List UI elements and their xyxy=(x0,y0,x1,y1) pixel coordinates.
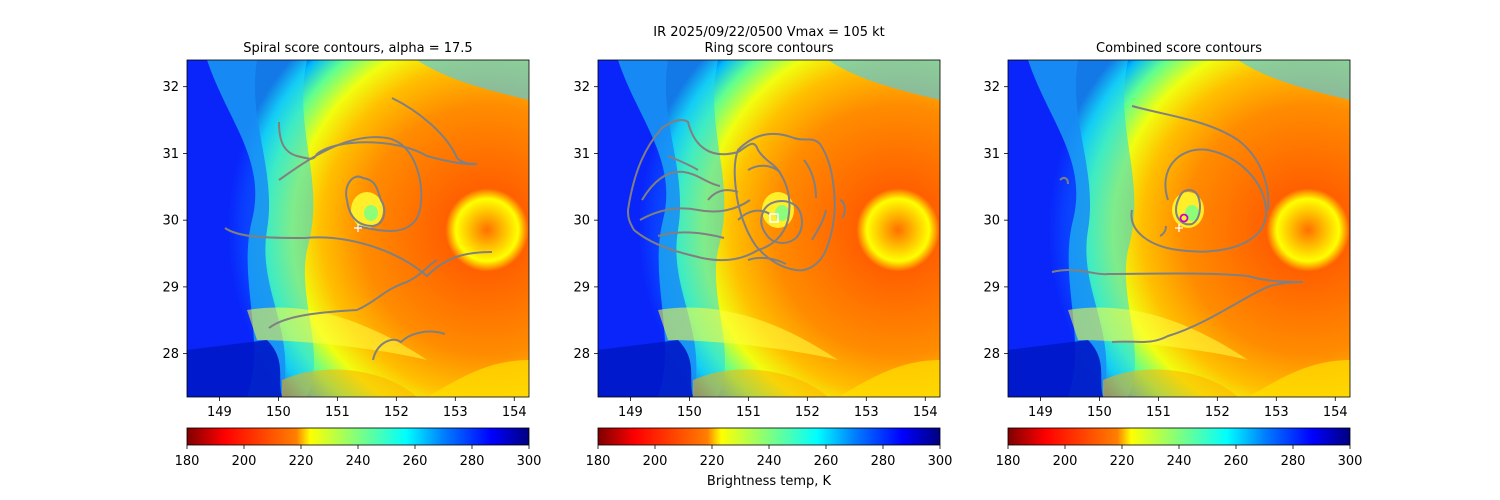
x-tick-label: 152 xyxy=(384,405,409,420)
colorbar-tick-label: 300 xyxy=(1338,454,1363,469)
panel-ring: Ring score contours Brightness temp, K 1… xyxy=(573,41,952,489)
x-tick-label: 154 xyxy=(913,405,938,420)
colorbar-tick-label: 200 xyxy=(1053,454,1078,469)
x-tick-label: 150 xyxy=(1087,405,1112,420)
spiral-contour-south xyxy=(1111,281,1304,343)
axes-frame xyxy=(1007,59,1351,398)
ring-contours xyxy=(626,119,846,272)
y-tick-label: 31 xyxy=(573,147,590,162)
y-tick-label: 30 xyxy=(162,214,179,229)
x-tick-label: 153 xyxy=(854,405,879,420)
colorbar xyxy=(597,427,941,446)
colorbar-tick-label: 200 xyxy=(643,454,668,469)
x-tick-label: 151 xyxy=(736,405,761,420)
colorbar-tick-label: 180 xyxy=(996,454,1021,469)
x-tick-label: 150 xyxy=(677,405,702,420)
colorbar xyxy=(1007,427,1351,446)
ring-contour-inner-eye xyxy=(760,200,803,244)
spiral-band-south xyxy=(268,259,438,329)
y-tick-label: 30 xyxy=(983,214,1000,229)
x-tick-label: 154 xyxy=(502,405,527,420)
x-tick-label: 149 xyxy=(618,405,643,420)
colorbar-tick-label: 200 xyxy=(232,454,257,469)
colorbar xyxy=(186,427,530,446)
spiral-band-northeast xyxy=(391,97,478,165)
y-tick-label: 29 xyxy=(162,280,179,295)
y-tick-label: 29 xyxy=(983,280,1000,295)
spiral-contour-west xyxy=(1051,269,1304,283)
best-track-marker xyxy=(1175,224,1183,232)
colorbar-tick-label: 280 xyxy=(1281,454,1306,469)
spiral-band-southeast xyxy=(372,330,446,361)
axes-frame xyxy=(186,59,530,398)
panel-title: Ring score contours xyxy=(704,41,833,56)
y-tick-label: 28 xyxy=(162,347,179,362)
colorbar-tick-label: 220 xyxy=(1110,454,1135,469)
x-tick-label: 153 xyxy=(1264,405,1289,420)
figure-suptitle: IR 2025/09/22/0500 Vmax = 105 kt xyxy=(653,25,884,40)
y-tick-label: 30 xyxy=(573,214,590,229)
ring-contour-east-cluster xyxy=(733,132,836,272)
colorbar-tick-label: 260 xyxy=(1224,454,1249,469)
x-tick-label: 150 xyxy=(266,405,291,420)
colorbar-tick-label: 220 xyxy=(700,454,725,469)
ring-contour-detail xyxy=(747,159,846,265)
spiral-band-north xyxy=(278,121,478,166)
ring-contour-fill-1 xyxy=(639,155,771,239)
combined-contours xyxy=(1051,105,1304,343)
colorbar-tick-label: 280 xyxy=(460,454,485,469)
x-tick-label: 154 xyxy=(1323,405,1348,420)
eye-ring-contour xyxy=(345,175,386,228)
x-tick-label: 152 xyxy=(795,405,820,420)
spiral-band-west xyxy=(224,227,493,278)
colorbar-tick-label: 260 xyxy=(814,454,839,469)
plot-area xyxy=(1007,59,1351,398)
panel-title: Spiral score contours, alpha = 17.5 xyxy=(243,41,472,56)
spiral-contour-small xyxy=(1059,176,1167,237)
plot-area xyxy=(186,59,530,398)
best-track-marker xyxy=(354,224,362,232)
colorbar-tick-label: 300 xyxy=(928,454,953,469)
spiral-contours xyxy=(224,97,493,361)
y-tick-label: 31 xyxy=(162,147,179,162)
colorbar-tick-label: 220 xyxy=(289,454,314,469)
colorbar-tick-label: 240 xyxy=(757,454,782,469)
panel-combined: Combined score contours 149 150 151 152 153 1… xyxy=(983,41,1362,469)
x-tick-label: 151 xyxy=(1146,405,1171,420)
brightness-temp-image xyxy=(598,60,940,397)
axes-frame xyxy=(597,59,941,398)
plot-area xyxy=(597,59,941,398)
x-tick-label: 149 xyxy=(207,405,232,420)
spiral-contour-north xyxy=(1131,105,1270,211)
colorbar-tick-label: 240 xyxy=(346,454,371,469)
y-tick-label: 32 xyxy=(983,80,1000,95)
colorbar-tick-label: 180 xyxy=(586,454,611,469)
colorbar-tick-label: 240 xyxy=(1167,454,1192,469)
x-tick-label: 149 xyxy=(1028,405,1053,420)
spiral-contour-inner xyxy=(1130,148,1268,253)
ring-center-marker xyxy=(769,213,779,223)
y-tick-label: 28 xyxy=(573,347,590,362)
colorbar-label: Brightness temp, K xyxy=(707,474,832,489)
colorbar-tick-label: 280 xyxy=(871,454,896,469)
x-tick-label: 152 xyxy=(1205,405,1230,420)
spiral-band-inner xyxy=(278,136,423,232)
colorbar-tick-label: 260 xyxy=(403,454,428,469)
panel-spiral: Spiral score contours, alpha = 17.5 149 1… xyxy=(162,41,541,469)
y-tick-label: 32 xyxy=(573,80,590,95)
colorbar-tick-label: 300 xyxy=(517,454,542,469)
combined-center-marker xyxy=(1179,213,1189,223)
x-tick-label: 153 xyxy=(443,405,468,420)
colorbar-tick-label: 180 xyxy=(175,454,200,469)
y-tick-label: 28 xyxy=(983,347,1000,362)
eye-ring-contour xyxy=(1174,189,1201,226)
y-tick-label: 31 xyxy=(983,147,1000,162)
y-tick-label: 29 xyxy=(573,280,590,295)
y-tick-label: 32 xyxy=(162,80,179,95)
panel-title: Combined score contours xyxy=(1096,41,1262,56)
x-tick-label: 151 xyxy=(325,405,350,420)
